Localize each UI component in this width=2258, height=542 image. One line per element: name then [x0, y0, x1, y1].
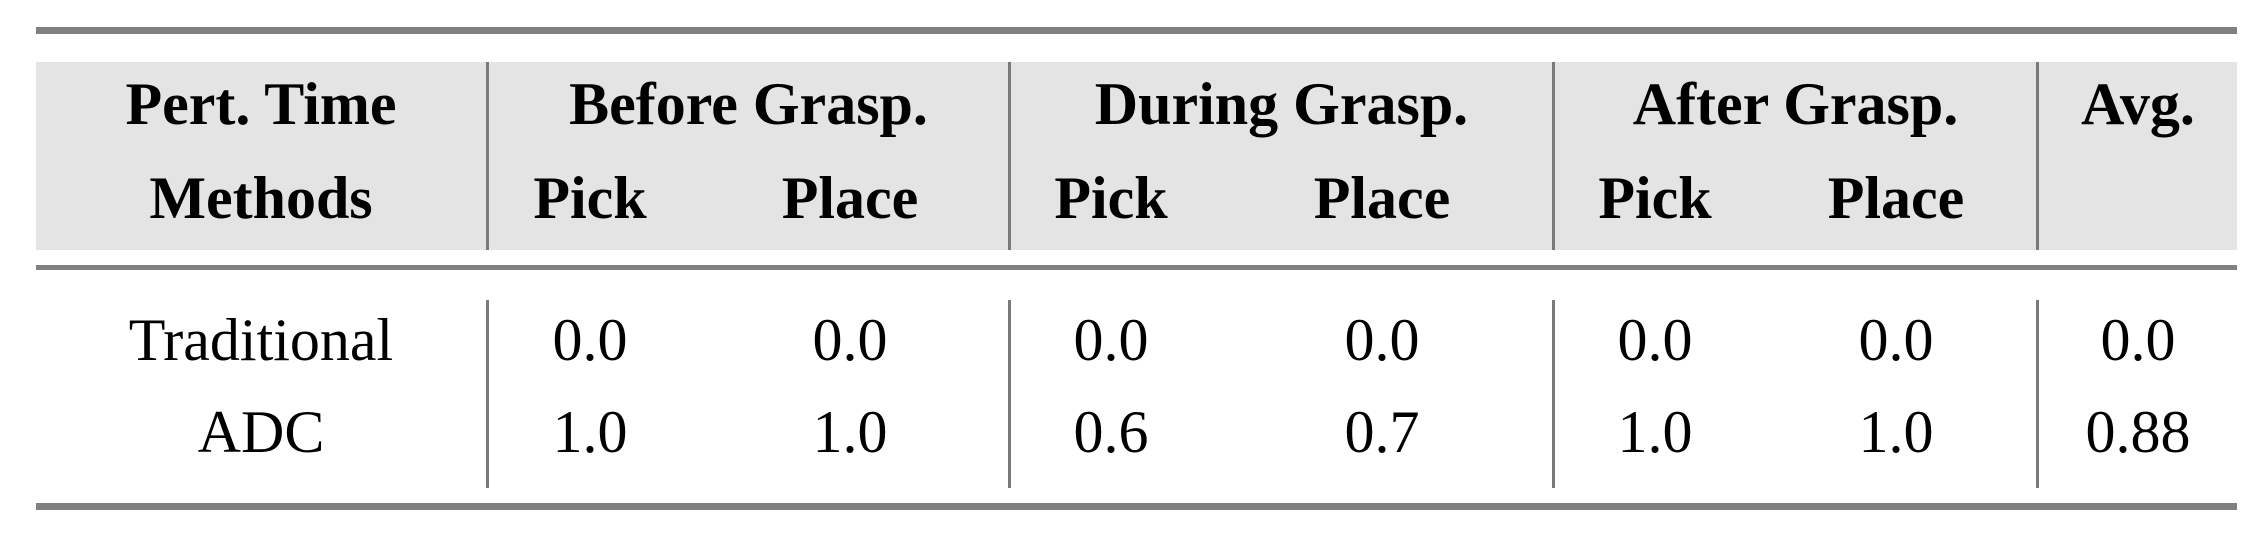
table-cell: 0.0	[552, 307, 628, 373]
header-pick: Pick	[1598, 165, 1712, 231]
table-cell: 0.0	[1617, 307, 1693, 373]
table-cell: 1.0	[1858, 399, 1934, 465]
table-cell-avg: 0.88	[2085, 399, 2191, 465]
table-row-method: ADC	[197, 399, 325, 465]
table-cell: 1.0	[552, 399, 628, 465]
mid-rule	[36, 265, 2237, 270]
header-methods: Methods	[149, 165, 373, 231]
divider	[2036, 300, 2039, 488]
header-pick: Pick	[1054, 165, 1168, 231]
header-pert-time: Pert. Time	[125, 71, 397, 137]
header-avg: Avg.	[2081, 71, 2195, 137]
table-cell: 0.0	[1344, 307, 1420, 373]
header-after-grasp: After Grasp.	[1632, 71, 1959, 137]
table-row-method: Traditional	[128, 307, 394, 373]
header-during-grasp: During Grasp.	[1094, 71, 1469, 137]
header-background	[36, 62, 2237, 250]
header-place: Place	[781, 165, 919, 231]
header-place: Place	[1313, 165, 1451, 231]
table-cell: 0.0	[1858, 307, 1934, 373]
table-cell: 0.7	[1344, 399, 1420, 465]
table-cell: 1.0	[812, 399, 888, 465]
top-rule	[36, 27, 2237, 34]
divider	[1552, 300, 1555, 488]
table-cell: 1.0	[1617, 399, 1693, 465]
divider	[486, 62, 489, 250]
bottom-rule	[36, 503, 2237, 510]
header-pick: Pick	[533, 165, 647, 231]
divider	[486, 300, 489, 488]
divider	[1008, 300, 1011, 488]
table-cell: 0.6	[1073, 399, 1149, 465]
divider	[1008, 62, 1011, 250]
divider	[1552, 62, 1555, 250]
divider	[2036, 62, 2039, 250]
table-cell-avg: 0.0	[2100, 307, 2176, 373]
header-before-grasp: Before Grasp.	[569, 71, 928, 137]
header-place: Place	[1827, 165, 1965, 231]
table-cell: 0.0	[1073, 307, 1149, 373]
table-cell: 0.0	[812, 307, 888, 373]
